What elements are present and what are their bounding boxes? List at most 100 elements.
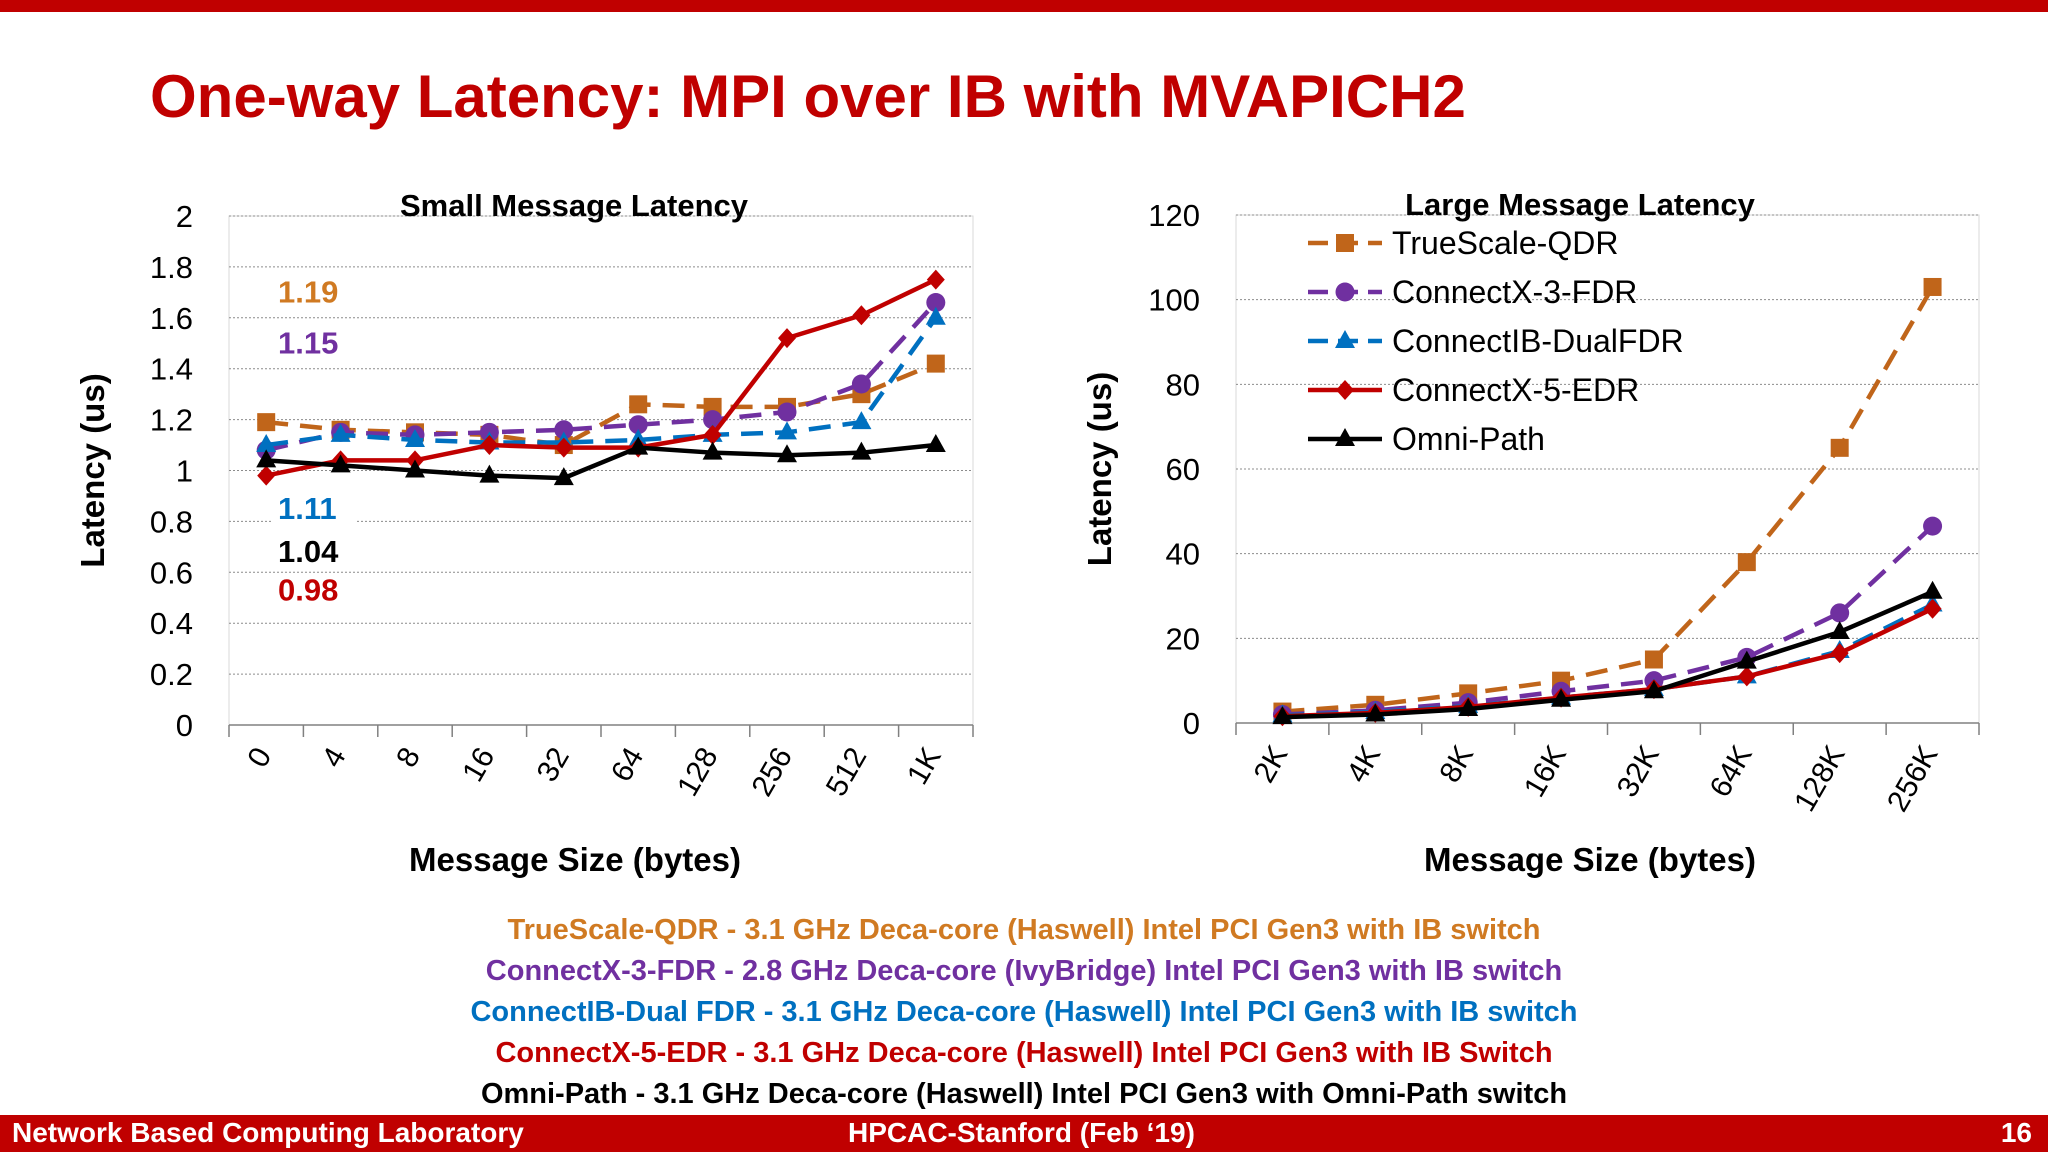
y-tick-label: 60	[1166, 452, 1200, 487]
series-line-connectx-5-edr	[265, 277, 937, 478]
data-point-connectx-3-fdr	[851, 374, 871, 394]
data-point-omni-path	[405, 459, 425, 478]
series-line-truescale-qdr	[265, 361, 937, 448]
data-point-connectx-3-fdr	[926, 293, 946, 313]
annotation-bg	[272, 535, 356, 572]
note-connectx3: ConnectX-3-FDR - 2.8 GHz Deca-core (IvyB…	[485, 955, 1563, 987]
series-line-omni-path	[1282, 589, 1934, 720]
annotation-label: 1.11	[278, 491, 337, 526]
data-point-omni-path	[1643, 680, 1664, 699]
data-point-connectx-5-edr	[703, 424, 722, 445]
data-point-connectib-dualfdr	[777, 421, 797, 440]
legend-label-truescale-qdr: TrueScale-QDR	[1392, 225, 1618, 261]
data-point-connectx-3-fdr	[628, 415, 648, 435]
series-line-omni-path	[266, 442, 937, 481]
series-line-connectx-3-fdr	[265, 301, 938, 453]
data-point-connectib-dualfdr	[330, 423, 351, 442]
data-point-truescale-qdr	[1923, 277, 1942, 296]
x-axis-title: Message Size (bytes)	[409, 841, 741, 878]
y-tick-label: 120	[1148, 198, 1200, 233]
note-omnipath: Omni-Path - 3.1 GHz Deca-core (Haswell) …	[480, 1078, 1568, 1110]
data-point-omni-path	[1365, 703, 1386, 722]
data-point-connectx-3-fdr	[703, 410, 723, 430]
x-tick-label: 256K	[1881, 740, 1945, 817]
data-point-connectib-dualfdr	[925, 306, 946, 325]
data-point-connectx-3-fdr	[1923, 516, 1943, 536]
x-tick-label: 128K	[1788, 740, 1852, 817]
x-axis-title: Message Size (bytes)	[1424, 841, 1756, 878]
legend-label-omni-path: Omni-Path	[1392, 421, 1545, 457]
data-point-omni-path	[330, 454, 351, 473]
data-point-connectx-5-edr	[480, 435, 499, 456]
data-point-connectib-dualfdr	[851, 411, 872, 430]
y-tick-label: 100	[1148, 283, 1200, 318]
legend-label-connectib-dualfdr: ConnectIB-DualFDR	[1392, 323, 1684, 359]
data-point-omni-path	[1272, 706, 1293, 725]
series-omni-path	[1272, 580, 1943, 725]
small-message-latency-chart: 00.20.40.60.811.21.41.61.820 4 8 16 32 64 128 2…	[74, 188, 974, 878]
data-point-omni-path	[1551, 688, 1572, 707]
data-point-connectx-5-edr	[778, 328, 796, 349]
large-message-latency-chart: 0 20 40 60 80 100 120 2K 4K 8K 16K 32K 64K 128K 256K La…	[1081, 187, 1980, 878]
data-point-connectib-dualfdr	[405, 428, 425, 447]
y-tick-label: 0.8	[150, 504, 193, 539]
data-point-connectx-5-edr	[257, 465, 276, 486]
data-point-omni-path	[256, 449, 277, 468]
data-point-omni-path	[777, 444, 797, 463]
data-point-truescale-qdr	[629, 395, 648, 414]
y-tick-label: 20	[1166, 621, 1200, 656]
legend-marker-connectx-5-edr	[1336, 380, 1354, 400]
footer-lab-name: Network Based Computing Laboratory	[12, 1117, 524, 1148]
x-tick-label: 64K	[1704, 740, 1759, 803]
data-point-connectx-5-edr	[1923, 598, 1942, 619]
legend-marker-truescale-qdr	[1336, 234, 1354, 252]
legend-marker-connectx-3-fdr	[1335, 282, 1355, 302]
data-point-connectx-3-fdr	[554, 420, 574, 440]
data-point-connectx-5-edr	[1737, 666, 1756, 687]
y-tick-label: 0	[176, 708, 193, 743]
note-connectx5: ConnectX-5-EDR - 3.1 GHz Deca-core (Hasw…	[495, 1037, 1553, 1069]
x-tick-label: 4K	[1340, 740, 1387, 788]
data-point-omni-path	[553, 467, 574, 486]
x-tick-label: 16K	[1518, 740, 1573, 803]
y-tick-label: 80	[1166, 367, 1200, 402]
footer-event: HPCAC-Stanford (Feb ‘19)	[848, 1117, 1195, 1148]
annotation-bg	[272, 573, 356, 610]
annotation-label: 0.98	[278, 572, 338, 607]
configuration-notes: TrueScale-QDR - 3.1 GHz Deca-core (Haswe…	[0, 910, 2048, 1115]
note-connectib: ConnectIB-Dual FDR - 3.1 GHz Deca-core (…	[470, 996, 1578, 1028]
data-point-connectx-5-edr	[554, 437, 573, 458]
y-tick-label: 1.2	[150, 403, 193, 438]
y-tick-label: 40	[1166, 537, 1200, 572]
annotation-bg	[272, 326, 356, 363]
chart-title: Small Message Latency	[400, 188, 749, 223]
annotation-label: 1.15	[278, 325, 338, 360]
data-point-omni-path	[851, 441, 872, 460]
x-tick-label: 2K	[1248, 740, 1295, 788]
data-point-connectx-5-edr	[852, 305, 871, 326]
legend-label-connectx-5-edr: ConnectX-5-EDR	[1392, 372, 1639, 408]
data-point-connectx-3-fdr	[1830, 603, 1850, 623]
footer-bar: Network Based Computing Laboratory HPCAC…	[0, 1115, 2048, 1152]
data-point-omni-path	[1922, 580, 1943, 599]
y-tick-label: 2	[176, 199, 193, 234]
x-tick-label: 8K	[1433, 740, 1480, 788]
data-point-connectx-3-fdr	[777, 402, 797, 422]
data-point-omni-path	[628, 436, 649, 455]
y-tick-label: 0.2	[150, 657, 193, 692]
y-tick-label: 1.6	[150, 301, 193, 336]
slide-title: One-way Latency: MPI over IB with MVAPIC…	[150, 63, 1466, 130]
series-line-truescale-qdr	[1282, 285, 1935, 714]
y-tick-label: 1.8	[150, 250, 193, 285]
y-axis-title: Latency (us)	[74, 373, 111, 567]
legend-marker-omni-path	[1335, 428, 1355, 446]
data-point-omni-path	[925, 434, 946, 453]
data-point-omni-path	[1458, 698, 1479, 717]
y-tick-label: 1	[176, 454, 193, 489]
top-accent-bar	[0, 0, 2048, 12]
y-tick-label: 0	[1183, 706, 1200, 741]
y-axis-title: Latency (us)	[1081, 372, 1118, 566]
data-point-omni-path	[1736, 650, 1757, 669]
annotation-label: 1.04	[278, 534, 339, 569]
data-point-truescale-qdr	[926, 354, 945, 373]
